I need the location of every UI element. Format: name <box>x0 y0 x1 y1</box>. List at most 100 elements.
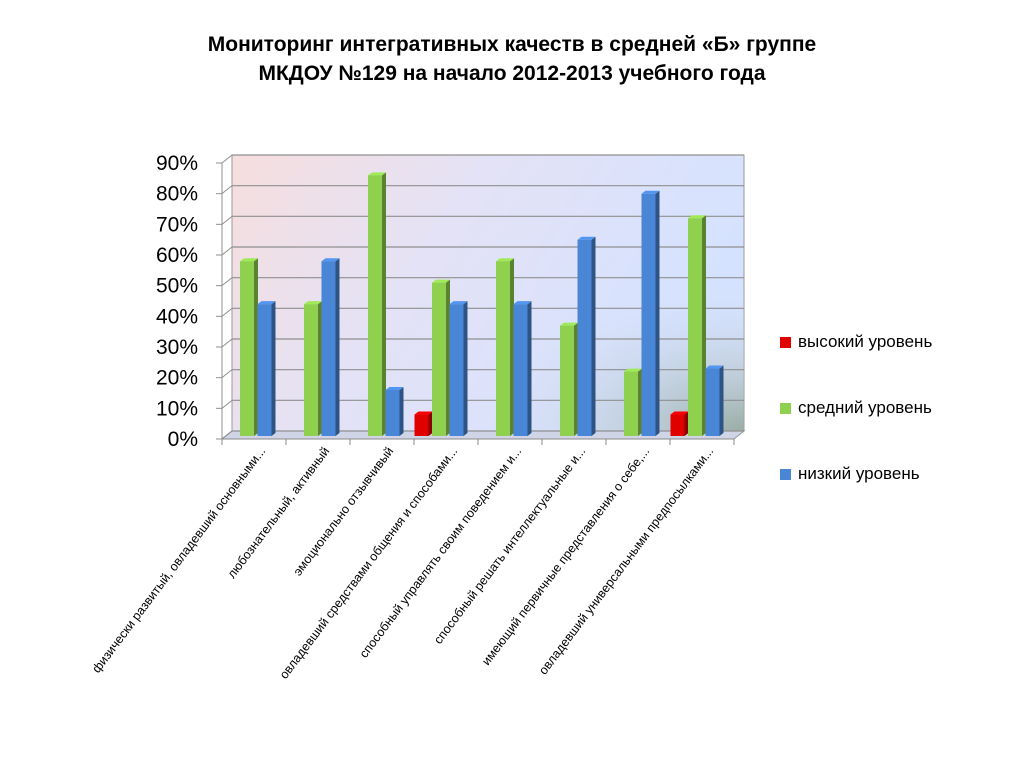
bar-side <box>702 215 706 436</box>
bar-top <box>624 368 642 372</box>
y-tick-label: 10% <box>156 397 198 420</box>
bar-top <box>304 301 322 305</box>
y-tick-label: 30% <box>156 336 198 359</box>
bar <box>670 411 689 436</box>
y-tick-label: 90% <box>156 152 198 175</box>
bar <box>368 172 386 437</box>
gridline-depth <box>221 338 233 348</box>
plot-floor <box>220 430 746 440</box>
legend-item-medium: средний уровень <box>780 396 1010 420</box>
bar <box>624 368 642 436</box>
bar-side <box>271 301 276 436</box>
legend-swatch-medium <box>780 402 791 414</box>
gridline-depth <box>221 246 233 256</box>
bar-top <box>257 301 276 305</box>
bar-side <box>399 387 404 436</box>
chart-title: Мониторинг интегративных качеств в средн… <box>0 30 1024 88</box>
bar-front <box>670 414 685 436</box>
bar-top <box>385 387 404 390</box>
bar-side <box>318 301 322 436</box>
bar-front <box>513 304 528 436</box>
gridline-depth <box>221 277 233 287</box>
bar-side <box>382 172 386 437</box>
gridline-depth <box>221 215 233 225</box>
bar <box>257 301 276 436</box>
bar-front <box>641 193 656 436</box>
bar-front <box>240 261 254 436</box>
bars <box>240 172 724 437</box>
y-tick-label: 60% <box>156 244 198 267</box>
legend-label-low: низкий уровень <box>798 464 920 483</box>
y-tick-label: 50% <box>156 275 198 298</box>
plot-area <box>220 154 746 440</box>
bar <box>560 322 578 436</box>
bar-side <box>684 411 689 436</box>
bar-side <box>527 301 532 436</box>
bar-front <box>449 304 464 436</box>
bar <box>414 411 433 436</box>
bar-top <box>513 301 532 305</box>
bar <box>385 387 404 436</box>
bar <box>705 365 724 436</box>
bar-side <box>510 258 514 436</box>
bar-top <box>449 301 468 305</box>
legend: высокий уровень средний уровень низкий у… <box>780 330 1010 528</box>
bar-front <box>496 261 510 436</box>
bar <box>449 301 468 436</box>
bar <box>304 301 322 436</box>
y-axis: 0% 10% 20% 30% 40% 50% 60% 70% 80% 90% <box>156 152 223 451</box>
legend-label-medium: средний уровень <box>798 398 932 417</box>
bar-front <box>577 239 592 436</box>
legend-swatch-high <box>780 336 791 348</box>
bar <box>496 258 514 436</box>
bar-side <box>638 368 642 436</box>
chart-title-line2: МКДОУ №129 на начало 2012-2013 учебного … <box>258 62 766 85</box>
bar-front <box>304 304 318 436</box>
bar-top <box>641 190 660 194</box>
bar-front <box>257 304 272 436</box>
y-tick-label: 20% <box>156 367 198 390</box>
y-tick-label: 70% <box>156 213 198 236</box>
gridline-depth <box>221 430 233 440</box>
bar-side <box>719 365 724 436</box>
bar-side <box>446 279 450 436</box>
bar-side <box>428 411 433 436</box>
bar-top <box>705 365 724 369</box>
y-tick-label: 40% <box>156 305 198 328</box>
bar <box>432 279 450 436</box>
chart-title-line1: Мониторинг интегративных качеств в средн… <box>207 33 817 56</box>
bar-front <box>624 371 638 436</box>
bar-side <box>655 190 660 436</box>
legend-label-high: высокий уровень <box>798 332 933 351</box>
bar-side <box>463 301 468 436</box>
bar-top <box>414 411 433 415</box>
gridline-depth <box>221 154 233 164</box>
gridline-depth <box>221 369 233 379</box>
bar-top <box>670 411 689 415</box>
legend-item-high: высокий уровень <box>780 330 1010 354</box>
bar-front <box>560 325 574 436</box>
bar-top <box>321 258 340 262</box>
bar-front <box>385 390 400 436</box>
legend-swatch-low <box>780 468 791 480</box>
legend-item-low: низкий уровень <box>780 462 1010 486</box>
bar-side <box>574 322 578 436</box>
bar-front <box>688 218 702 436</box>
bar-front <box>321 261 336 436</box>
x-axis: физически развитый, овладевший основными… <box>89 438 735 682</box>
bar <box>688 215 706 436</box>
bar-side <box>254 258 258 436</box>
bar-side <box>591 236 596 436</box>
bar <box>641 190 660 436</box>
bar <box>240 258 258 436</box>
bar-front <box>368 175 382 437</box>
gridline-depth <box>221 307 233 317</box>
bar-front <box>705 368 720 436</box>
bar-top <box>688 215 706 219</box>
bar-top <box>432 279 450 283</box>
bar <box>577 236 596 436</box>
bar-front <box>432 282 446 436</box>
gridline-depth <box>221 185 233 195</box>
bar <box>513 301 532 436</box>
